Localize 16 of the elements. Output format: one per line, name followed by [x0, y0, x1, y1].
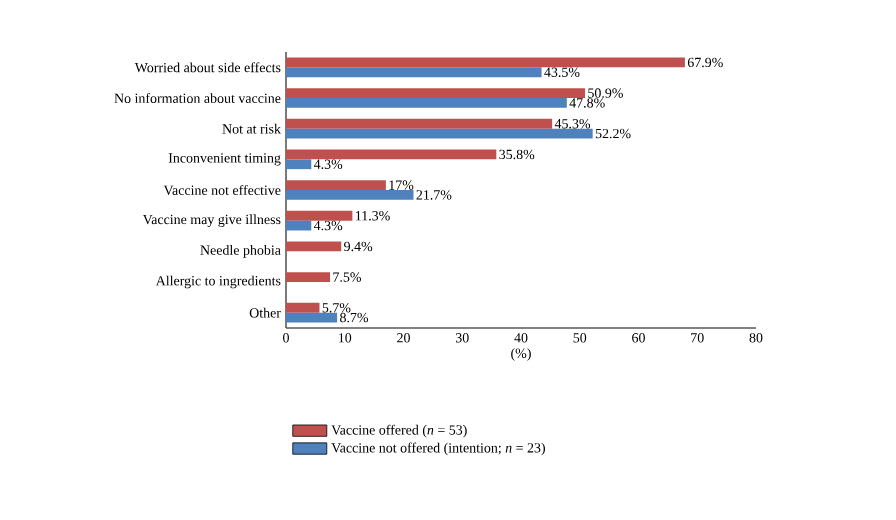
bar — [286, 210, 353, 221]
bar — [286, 272, 331, 283]
bar — [286, 302, 320, 313]
bar — [286, 312, 338, 323]
bar — [286, 128, 593, 139]
bar — [286, 190, 414, 200]
bar — [286, 180, 386, 191]
bar — [286, 118, 553, 129]
bar — [286, 220, 312, 231]
bar — [286, 241, 342, 252]
bar — [286, 67, 542, 78]
bar — [286, 57, 685, 68]
bar — [286, 98, 567, 108]
bar — [286, 88, 586, 99]
bar — [286, 149, 497, 160]
bar — [286, 159, 312, 170]
